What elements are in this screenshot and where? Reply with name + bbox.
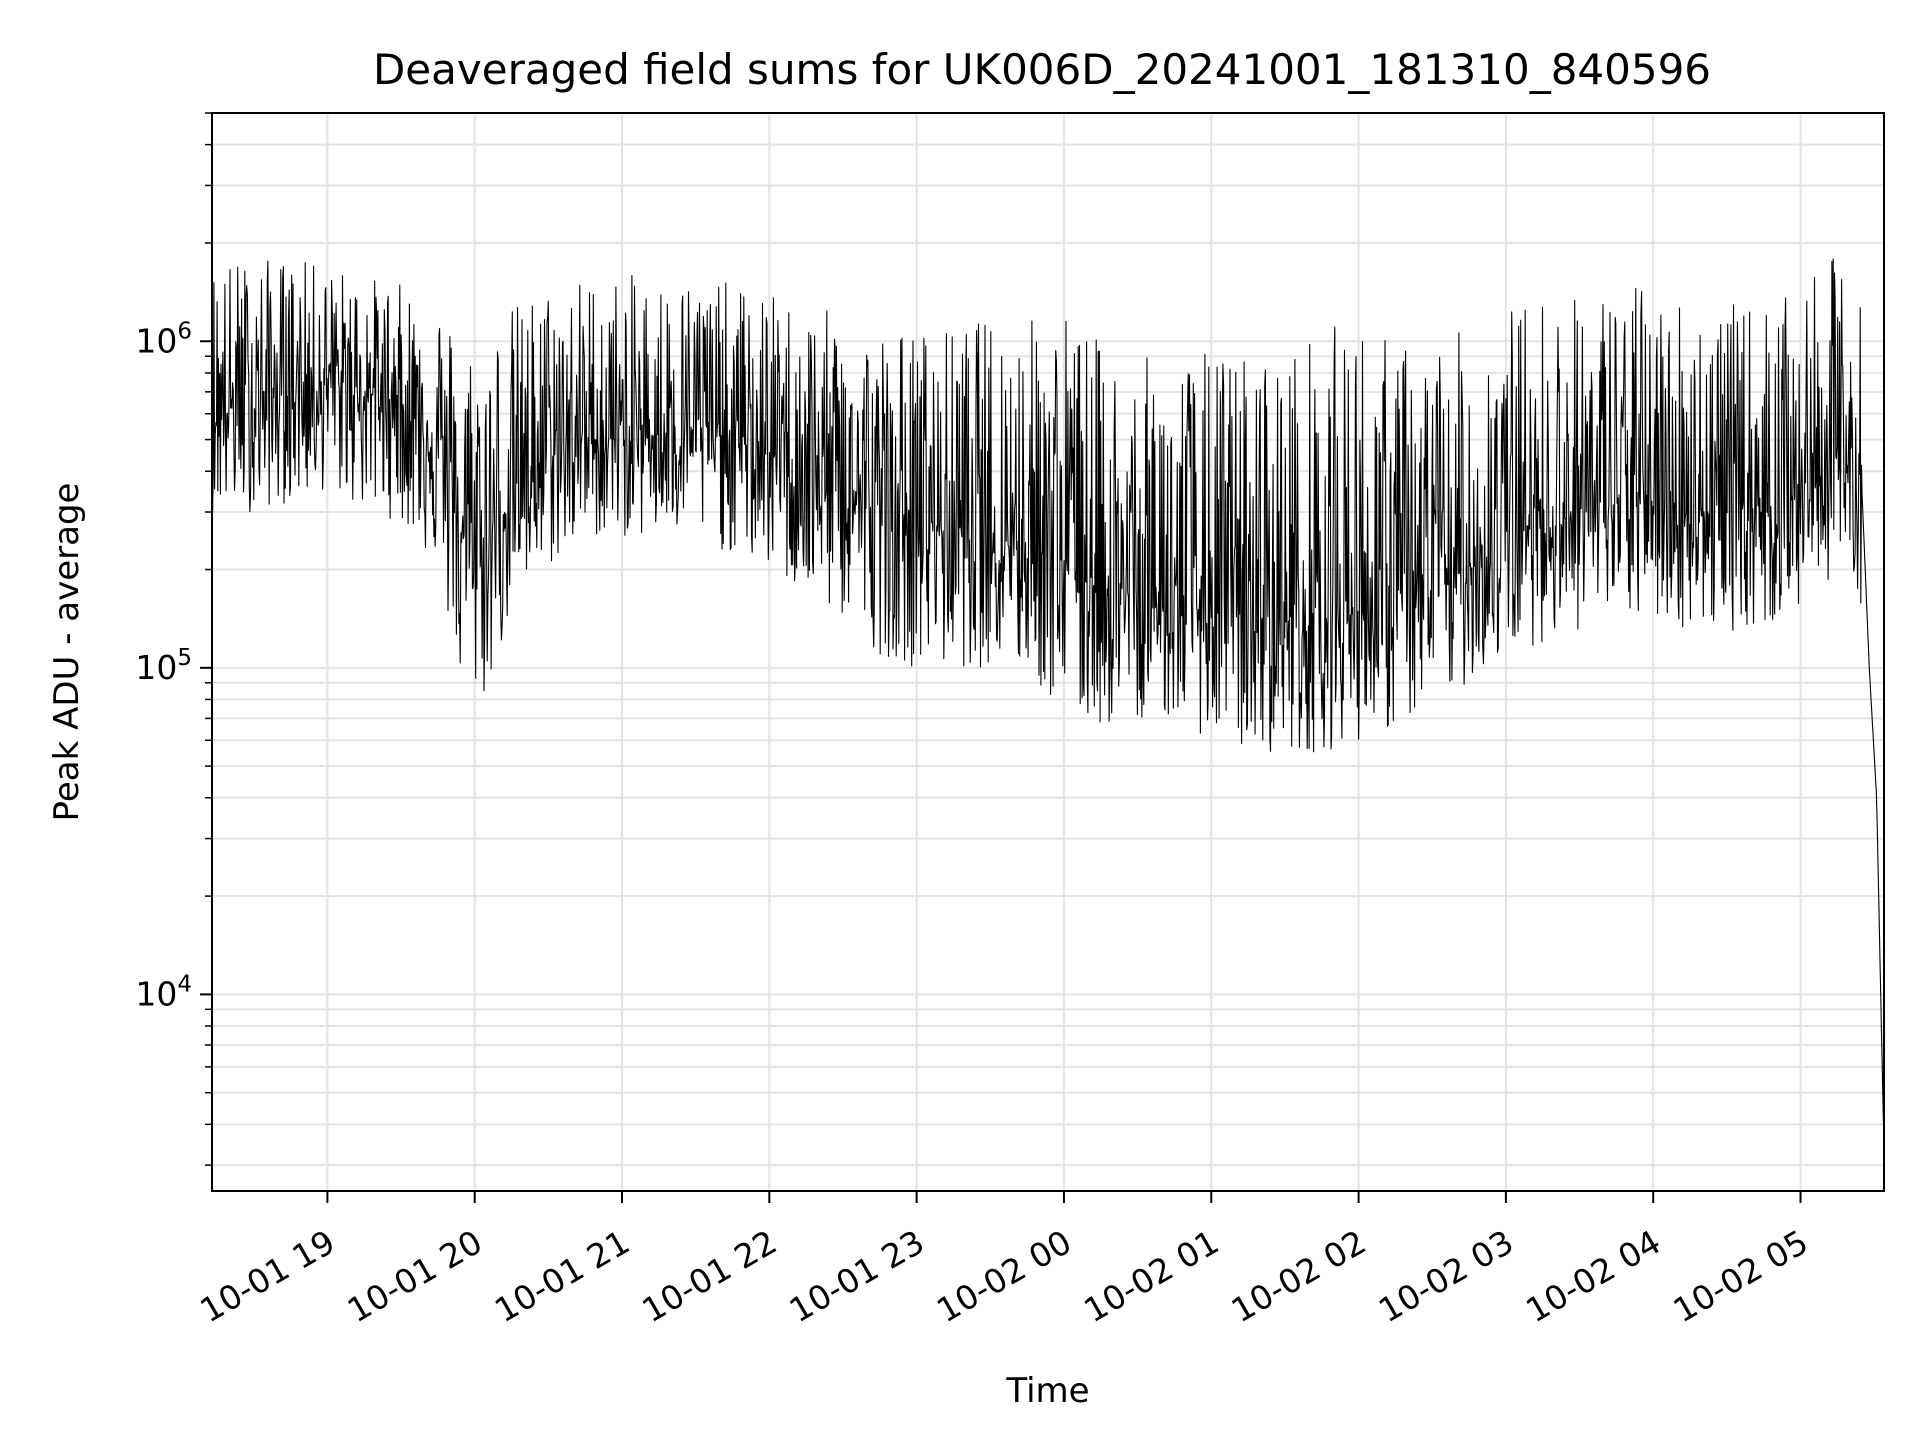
- plot-area-frame: [211, 112, 1885, 1192]
- y-axis-label: Peak ADU - average: [47, 483, 87, 822]
- y-axis-ticks: 104 105 106: [135, 112, 212, 1166]
- y-tick-label: 106: [135, 318, 192, 360]
- series-layer: [211, 258, 1885, 1152]
- y-tick-label: 104: [135, 971, 192, 1013]
- x-axis-label: Time: [1005, 1371, 1089, 1411]
- series-line: [211, 258, 1885, 1152]
- chart-title: Deaveraged field sums for UK006D_2024100…: [373, 45, 1711, 94]
- y-tick-label: 105: [135, 645, 192, 687]
